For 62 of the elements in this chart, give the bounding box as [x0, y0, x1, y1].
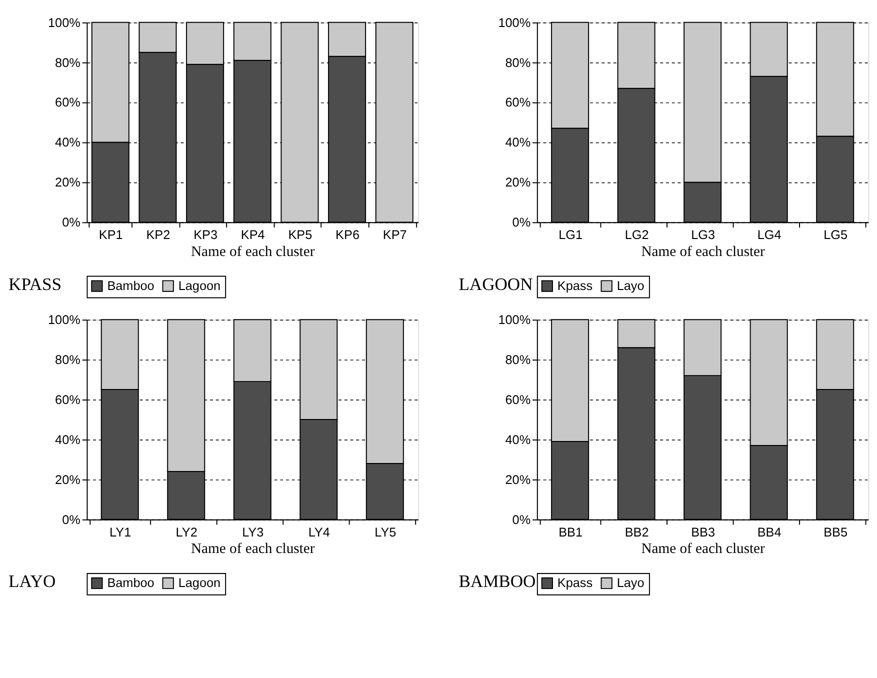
x-tick-label: LY5 — [374, 525, 396, 540]
x-tick-label: LY2 — [176, 525, 198, 540]
y-tick-label: 80% — [505, 56, 531, 70]
x-tick-label: LG1 — [558, 228, 583, 242]
y-tick-label: 20% — [55, 472, 80, 487]
text: BAMBOO — [458, 571, 536, 592]
x-axis-title: Name of each cluster — [641, 541, 766, 558]
y-tick-label: 40% — [505, 432, 531, 447]
y-tick-label: 20% — [505, 176, 531, 190]
y-tick-label: 40% — [55, 136, 80, 150]
y-tick-label: 80% — [55, 56, 80, 70]
y-tick-label: 40% — [55, 432, 80, 447]
legend-label: Bamboo — [107, 576, 154, 590]
x-tick-label: KP2 — [146, 228, 170, 242]
x-tick-label: KP5 — [288, 228, 312, 242]
legend-label: Lagoon — [178, 278, 221, 293]
x-tick-label: LG2 — [624, 228, 649, 242]
x-tick-label: BB1 — [558, 525, 583, 540]
x-axis-title: Name of each cluster — [641, 244, 766, 260]
y-tick-label: 60% — [505, 392, 531, 407]
y-tick-label: 100% — [48, 16, 80, 30]
x-tick-label: LY4 — [308, 525, 330, 540]
y-tick-label: 0% — [62, 512, 80, 527]
x-axis-title: Name of each cluster — [191, 244, 315, 260]
y-tick-label: 80% — [505, 352, 531, 367]
x-tick-label: KP3 — [194, 228, 218, 242]
x-tick-label: LG3 — [691, 228, 716, 242]
x-tick-label: KP1 — [98, 228, 123, 242]
legend-label: Layo — [616, 278, 644, 293]
y-tick-label: 100% — [48, 313, 80, 328]
x-tick-label: KP4 — [240, 228, 265, 242]
x-tick-label: LY1 — [110, 525, 132, 540]
text: LAGOON — [458, 274, 534, 294]
legend-label: Layo — [616, 576, 644, 590]
y-tick-label: 0% — [62, 216, 80, 230]
y-tick-label: 60% — [505, 96, 531, 110]
text: KPASS — [8, 274, 62, 294]
legend-label: Kpass — [557, 278, 593, 293]
y-tick-label: 20% — [55, 176, 80, 190]
x-tick-label: BB4 — [757, 525, 782, 540]
x-tick-label: BB5 — [824, 525, 848, 540]
legend-label: Bamboo — [107, 278, 154, 293]
text: LAYO — [8, 571, 56, 592]
x-tick-label: KP7 — [382, 228, 407, 242]
y-tick-label: 100% — [498, 16, 531, 30]
y-tick-label: 0% — [512, 216, 531, 230]
x-axis-title: Name of each cluster — [191, 541, 315, 558]
y-tick-label: 0% — [512, 512, 531, 527]
legend-label: Kpass — [557, 576, 593, 590]
legend-label: Lagoon — [178, 576, 221, 590]
x-tick-label: BB3 — [691, 525, 716, 540]
y-tick-label: 40% — [505, 136, 531, 150]
x-tick-label: BB2 — [624, 525, 649, 540]
y-tick-label: 60% — [55, 96, 80, 110]
y-tick-label: 60% — [55, 392, 80, 407]
y-tick-label: 20% — [505, 472, 531, 487]
x-tick-label: LY3 — [242, 525, 264, 540]
x-tick-label: KP6 — [336, 228, 360, 242]
x-tick-label: LG5 — [824, 228, 848, 242]
y-tick-label: 80% — [55, 352, 80, 367]
x-tick-label: LG4 — [757, 228, 782, 242]
y-tick-label: 100% — [498, 313, 531, 328]
